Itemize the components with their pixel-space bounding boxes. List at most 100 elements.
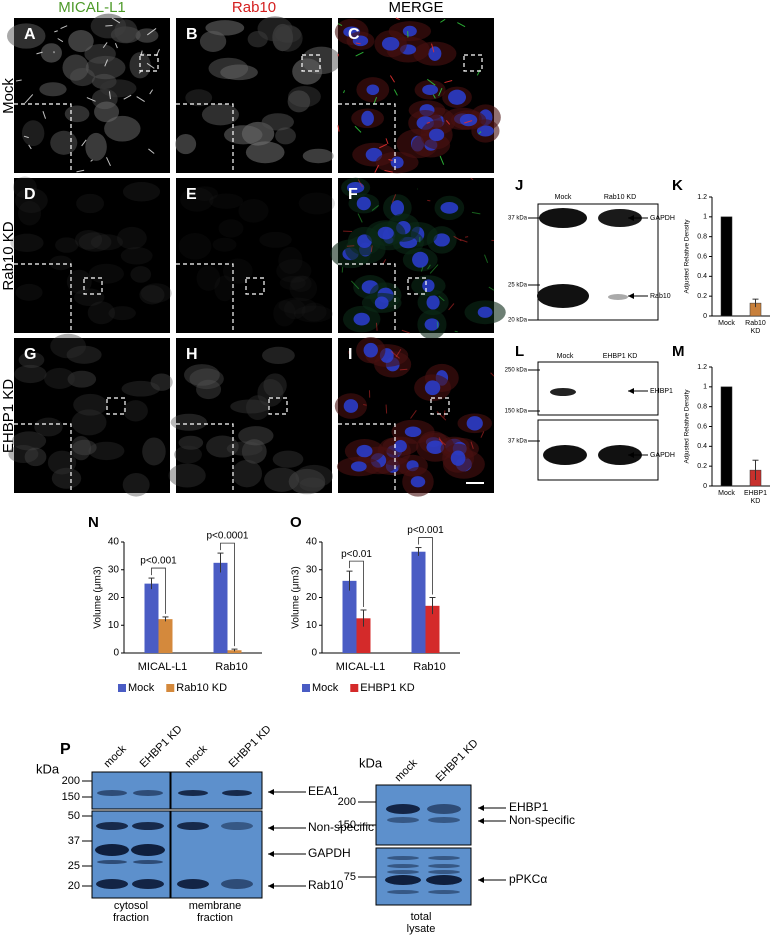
- band-label: Rab10: [650, 293, 671, 300]
- filament: [464, 120, 473, 124]
- bar: [720, 216, 733, 317]
- filament: [28, 144, 32, 150]
- cell-body: [196, 265, 221, 291]
- filament: [90, 159, 93, 162]
- y-tick-label: 20: [306, 592, 318, 603]
- filament: [114, 43, 118, 49]
- x-tick-label: Mock: [718, 320, 735, 327]
- band-label: EHBP1: [509, 800, 549, 814]
- band: [222, 790, 252, 796]
- filament: [370, 245, 373, 253]
- filament: [60, 25, 68, 30]
- cell-body: [108, 306, 136, 321]
- cell-body: [290, 275, 312, 292]
- filament: [470, 177, 474, 181]
- cell-body: [174, 445, 203, 464]
- filament: [399, 368, 408, 371]
- y-tick-label: 20: [108, 592, 120, 603]
- panel-letter: J: [515, 177, 523, 194]
- nucleus: [450, 450, 466, 466]
- legend-swatch: [166, 684, 175, 692]
- filament: [464, 236, 469, 238]
- filament: [410, 409, 417, 419]
- cell-body: [189, 368, 224, 390]
- legend-swatch: [118, 684, 126, 692]
- cell-body: [73, 393, 108, 416]
- filament: [86, 97, 96, 102]
- lane-label: EHBP1 KD: [138, 723, 185, 770]
- band: [221, 822, 253, 830]
- cell-body: [18, 351, 45, 369]
- marker-label: 200: [338, 796, 356, 808]
- marker-label: 37 kDa: [508, 439, 528, 445]
- cell-body: [74, 229, 103, 250]
- filament: [471, 211, 481, 215]
- cell-body: [245, 141, 285, 164]
- nucleus: [390, 200, 405, 216]
- fraction-label: membrane fraction: [188, 900, 242, 925]
- cell-body: [71, 435, 92, 461]
- cell-body: [88, 263, 125, 284]
- marker-label: 20 kDa: [508, 318, 528, 324]
- x-tick-label: Rab10: [413, 661, 445, 673]
- band: [385, 875, 421, 885]
- column-header: Rab10: [232, 0, 276, 16]
- cell-body: [238, 426, 274, 446]
- lane-label: EHBP1 KD: [603, 353, 638, 360]
- cell-body: [64, 105, 90, 123]
- filament: [431, 43, 435, 53]
- cell-body: [288, 468, 326, 495]
- marker-label: 150 kDa: [505, 409, 528, 415]
- cell-body: [94, 101, 120, 123]
- cell-body: [279, 275, 306, 290]
- y-tick-label: 0.6: [697, 423, 707, 430]
- band: [539, 208, 587, 228]
- cell-body: [293, 305, 334, 323]
- y-tick-label: 10: [306, 620, 318, 631]
- cell-body: [178, 435, 204, 450]
- cell-body: [180, 187, 214, 212]
- significance-bracket: [151, 567, 166, 614]
- arrow-head: [628, 293, 634, 299]
- cell-body: [78, 232, 112, 252]
- lane-label: Mock: [555, 194, 572, 201]
- column-header: MERGE: [388, 0, 443, 16]
- panel-letter: F: [348, 186, 358, 203]
- cell-body: [34, 417, 63, 437]
- band: [132, 879, 164, 889]
- nucleus: [381, 36, 400, 51]
- y-tick-label: 40: [108, 537, 120, 548]
- cell-body: [259, 231, 292, 248]
- cell-body: [139, 285, 165, 305]
- filament: [445, 120, 451, 125]
- cell-body: [51, 467, 82, 489]
- cell-body: [10, 233, 44, 252]
- cell-body: [301, 302, 327, 322]
- band: [97, 790, 127, 796]
- filament: [363, 404, 367, 406]
- filament: [426, 78, 436, 86]
- band: [133, 790, 163, 796]
- filament: [384, 169, 393, 173]
- y-axis-label: Volume (μm3): [93, 566, 104, 628]
- zoom-box: [83, 277, 103, 295]
- filament: [453, 235, 462, 242]
- lane-label: EHBP1 KD: [434, 737, 481, 784]
- band: [387, 870, 419, 874]
- filament: [439, 155, 445, 165]
- cell-body: [104, 115, 141, 142]
- y-tick-label: 1.2: [697, 364, 707, 371]
- cell-body: [301, 46, 342, 75]
- filament: [146, 28, 157, 36]
- filament: [146, 62, 155, 69]
- cell-body: [66, 345, 102, 364]
- cell-body: [302, 148, 334, 164]
- band: [537, 284, 589, 308]
- cell-body: [99, 79, 137, 98]
- cell-body: [262, 346, 295, 365]
- filament: [374, 164, 380, 173]
- blot: [170, 771, 263, 810]
- filament: [108, 91, 111, 100]
- bar: [342, 580, 357, 653]
- legend-label: Mock: [128, 682, 155, 694]
